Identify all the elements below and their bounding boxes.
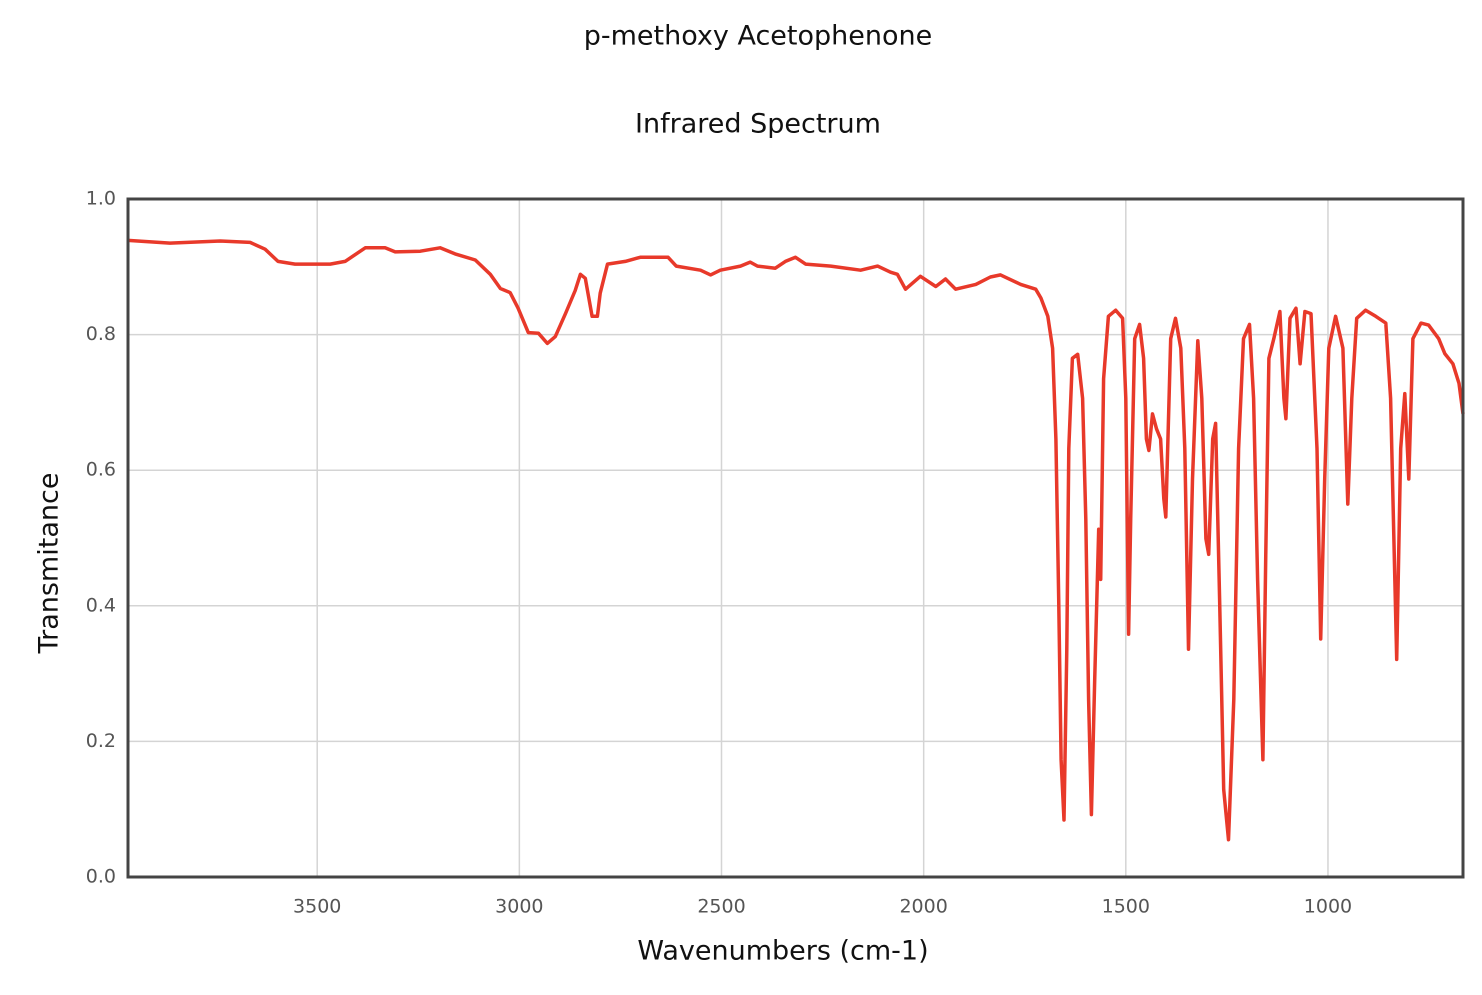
x-tick-label: 2000 xyxy=(899,896,947,918)
y-tick-label: 0.6 xyxy=(86,459,116,481)
y-tick-label: 0.4 xyxy=(86,594,116,616)
y-tick-label: 0.2 xyxy=(86,730,116,752)
chart-subtitle: Infrared Spectrum xyxy=(635,109,881,140)
spectrum-line xyxy=(127,238,1465,842)
y-tick-label: 1.0 xyxy=(86,188,116,210)
x-tick-label: 1500 xyxy=(1102,896,1150,918)
y-axis-label: Transmitance xyxy=(34,473,65,655)
y-tick-label: 0.0 xyxy=(86,866,116,888)
x-tick-label: 1000 xyxy=(1304,896,1352,918)
x-tick-label: 2500 xyxy=(697,896,745,918)
chart-title: p-methoxy Acetophenone xyxy=(584,21,933,52)
x-tick-label: 3500 xyxy=(293,896,341,918)
x-tick-label: 3000 xyxy=(495,896,543,918)
plot-frame xyxy=(126,197,1465,879)
x-axis-label: Wavenumbers (cm-1) xyxy=(637,936,928,967)
y-tick-label: 0.8 xyxy=(86,323,116,345)
